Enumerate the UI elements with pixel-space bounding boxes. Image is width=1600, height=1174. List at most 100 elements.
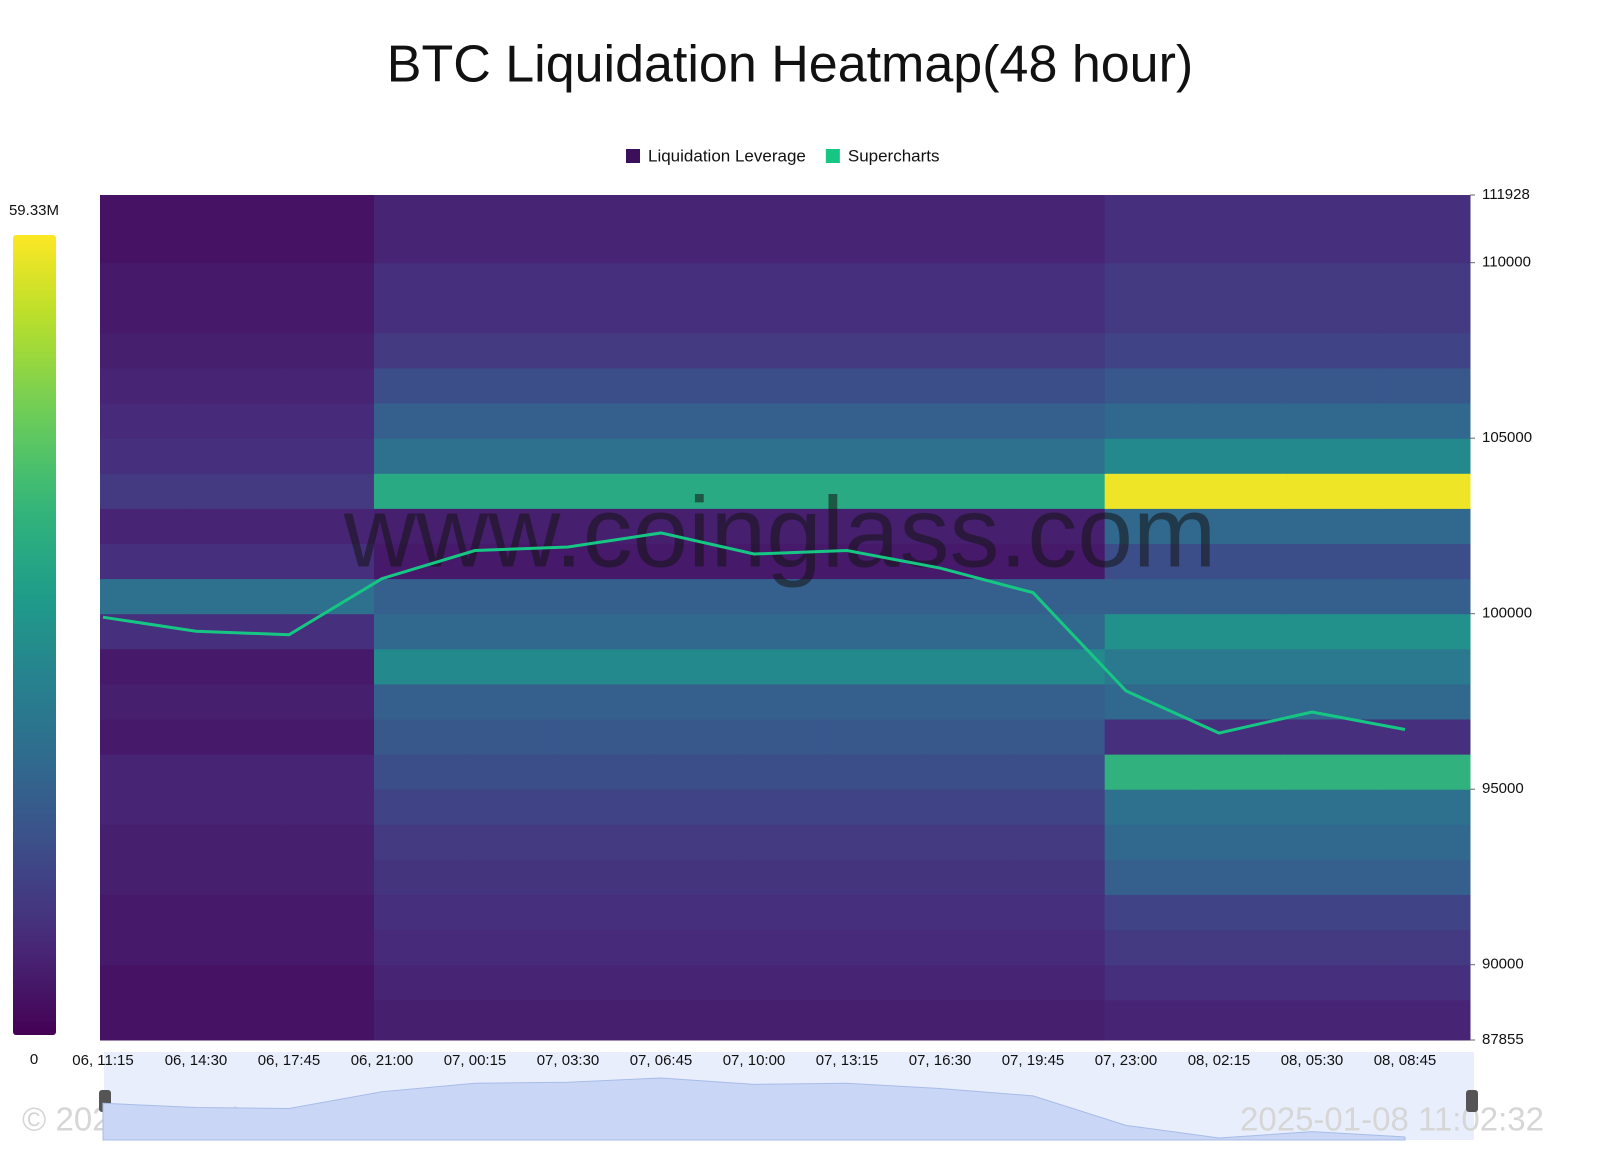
heat-cell xyxy=(1287,438,1380,474)
heat-cell xyxy=(100,999,192,1041)
heat-cell xyxy=(1196,578,1288,615)
heat-cell xyxy=(465,195,558,264)
heat-cell xyxy=(1287,543,1380,580)
heat-cell xyxy=(282,332,375,369)
heat-cell xyxy=(739,648,832,685)
heat-cell xyxy=(1013,195,1106,264)
heat-cell xyxy=(100,195,192,264)
heat-cell xyxy=(465,929,558,966)
heat-cell xyxy=(1196,683,1288,720)
legend-label[interactable]: Supercharts xyxy=(848,146,940,165)
heat-cell xyxy=(739,999,832,1041)
brush-area xyxy=(102,1077,1406,1141)
heat-cell xyxy=(1287,929,1380,966)
heat-cell xyxy=(922,403,1014,439)
brush-handle[interactable] xyxy=(1466,1090,1478,1112)
heat-cell xyxy=(648,929,740,966)
heat-cell xyxy=(282,613,375,650)
heat-cell xyxy=(1196,859,1288,896)
heat-cell xyxy=(1013,964,1106,1001)
heat-cell xyxy=(1104,613,1197,650)
heat-cell xyxy=(739,859,832,896)
x-tick-label: 06, 14:30 xyxy=(165,1052,228,1069)
heat-cell xyxy=(465,262,558,334)
heat-cell xyxy=(374,438,466,474)
heat-cell xyxy=(100,262,192,334)
y-tick-label: 95000 xyxy=(1482,780,1524,797)
heat-cell xyxy=(191,332,284,369)
heat-cell xyxy=(282,859,375,896)
heat-cell xyxy=(830,195,923,264)
heat-cell xyxy=(648,683,740,720)
heat-cell xyxy=(1104,648,1197,685)
heat-cell xyxy=(1013,999,1106,1041)
heat-cell xyxy=(282,789,375,825)
heat-cell xyxy=(1287,262,1380,334)
heat-cell xyxy=(1104,999,1197,1041)
heat-cell xyxy=(739,683,832,720)
heat-cell xyxy=(282,894,375,931)
heat-cell xyxy=(739,262,832,334)
heat-cell xyxy=(100,964,192,1001)
heat-cell xyxy=(465,648,558,685)
heat-cell xyxy=(100,508,192,544)
heat-cell xyxy=(1287,508,1380,544)
heat-cell xyxy=(648,332,740,369)
heat-cell xyxy=(739,367,832,404)
heat-cell xyxy=(1378,332,1471,369)
heat-cell xyxy=(1378,367,1471,404)
heat-cell xyxy=(830,473,923,509)
heat-cell xyxy=(1196,789,1288,825)
heat-cell xyxy=(1104,789,1197,825)
heat-cell xyxy=(830,718,923,755)
price-line xyxy=(102,531,1406,735)
heat-cell xyxy=(1104,195,1197,264)
heat-cell xyxy=(374,859,466,896)
heat-cell xyxy=(1378,859,1471,896)
heat-cell xyxy=(374,578,466,615)
heat-cell xyxy=(1013,789,1106,825)
heat-cell xyxy=(100,824,192,860)
x-tick-label: 07, 23:00 xyxy=(1095,1052,1158,1069)
heat-cell xyxy=(1013,859,1106,896)
chart-title: BTC Liquidation Heatmap(48 hour) xyxy=(387,36,1193,94)
heat-cell xyxy=(374,683,466,720)
heat-cell xyxy=(374,894,466,931)
heat-cell xyxy=(374,473,466,509)
heat-cell xyxy=(465,508,558,544)
heat-cell xyxy=(648,195,740,264)
heat-cell xyxy=(556,648,649,685)
heat-cell xyxy=(374,789,466,825)
heat-cell xyxy=(1104,508,1197,544)
heat-cell xyxy=(282,438,375,474)
heat-cell xyxy=(648,859,740,896)
heat-cell xyxy=(556,578,649,615)
legend-label[interactable]: Liquidation Leverage xyxy=(648,146,806,165)
heat-cell xyxy=(191,824,284,860)
heat-cell xyxy=(1378,195,1471,264)
heat-cell xyxy=(100,754,192,790)
heat-cell xyxy=(922,789,1014,825)
heat-cell xyxy=(1104,403,1197,439)
heat-cell xyxy=(648,508,740,544)
heat-cell xyxy=(1013,824,1106,860)
heat-cell xyxy=(739,754,832,790)
heat-cell xyxy=(648,648,740,685)
heat-cell xyxy=(191,508,284,544)
heat-cell xyxy=(465,367,558,404)
heat-cell xyxy=(556,332,649,369)
heat-cell xyxy=(100,683,192,720)
heat-cell xyxy=(556,403,649,439)
x-tick-label: 06, 11:15 xyxy=(72,1052,133,1069)
heat-cell xyxy=(282,824,375,860)
heat-cell xyxy=(282,648,375,685)
heat-cell xyxy=(648,999,740,1041)
heat-cell xyxy=(922,367,1014,404)
heat-cell xyxy=(1287,859,1380,896)
heat-cell xyxy=(556,367,649,404)
heat-cell xyxy=(556,543,649,580)
heat-cell xyxy=(282,999,375,1041)
heat-cell xyxy=(556,789,649,825)
heat-cell xyxy=(1287,473,1380,509)
heat-cell xyxy=(465,578,558,615)
